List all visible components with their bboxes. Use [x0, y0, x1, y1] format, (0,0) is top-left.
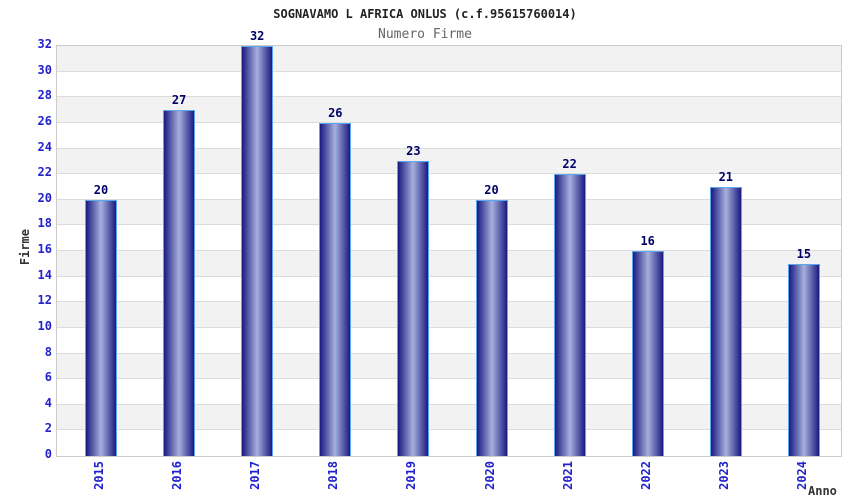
y-tick-label: 18 — [37, 216, 52, 231]
x-axis-title: Anno — [808, 484, 837, 498]
y-tick-label: 8 — [44, 344, 52, 359]
y-tick-label: 6 — [44, 370, 52, 385]
bar-2017 — [241, 46, 274, 456]
bar-2020 — [475, 200, 508, 456]
plot-band — [57, 46, 841, 72]
y-tick-label: 0 — [44, 447, 52, 461]
y-tick-label: 12 — [37, 293, 52, 308]
bar-value-label: 15 — [796, 247, 812, 261]
x-tick-label: 2018 — [326, 461, 341, 490]
bar-value-label: 20 — [93, 183, 109, 197]
x-tick-label: 2023 — [716, 461, 731, 490]
bar-value-label: 27 — [171, 93, 187, 107]
bar-value-label: 21 — [718, 170, 734, 184]
bar-2024 — [787, 264, 820, 456]
y-tick-label: 26 — [37, 113, 52, 128]
x-tick-label: 2016 — [170, 461, 185, 490]
bar-2022 — [631, 251, 664, 456]
x-tick-label: 2024 — [794, 461, 809, 490]
x-tick-label: 2020 — [482, 461, 497, 490]
y-tick-label: 4 — [44, 395, 52, 410]
y-tick-label: 32 — [37, 37, 52, 51]
chart-subtitle: Numero Firme — [378, 27, 472, 42]
y-tick-label: 24 — [37, 139, 52, 154]
y-tick-label: 14 — [37, 267, 52, 282]
y-tick-label: 2 — [44, 421, 52, 436]
y-tick-label: 22 — [37, 165, 52, 180]
y-tick-label: 30 — [37, 62, 52, 77]
bar-value-label: 16 — [640, 234, 655, 248]
bar-2016 — [163, 110, 196, 456]
bar-2023 — [709, 187, 742, 456]
y-tick-label: 20 — [37, 190, 52, 205]
y-tick-label: 28 — [37, 88, 52, 103]
bar-2018 — [319, 123, 352, 456]
bar-value-label: 20 — [484, 183, 499, 197]
bar-value-label: 32 — [249, 29, 265, 43]
plot-area: 20 27 32 26 23 20 22 16 21 15 — [56, 29, 842, 457]
chart-title: SOGNAVAMO L AFRICA ONLUS (c.f.9561576001… — [273, 7, 577, 21]
bar-2021 — [553, 174, 586, 456]
x-tick-label: 2017 — [248, 461, 263, 490]
bar-value-label: 23 — [406, 144, 421, 158]
bar-2015 — [85, 200, 117, 456]
x-tick-label: 2021 — [560, 461, 575, 490]
y-tick-label: 10 — [37, 318, 52, 333]
x-tick-label: 2015 — [92, 461, 106, 490]
x-tick-label: 2022 — [638, 461, 653, 490]
bar-value-label: 26 — [328, 106, 343, 120]
plot-band — [57, 71, 841, 98]
y-tick-label: 16 — [37, 242, 52, 256]
bar-value-label: 22 — [562, 157, 577, 171]
bar-2019 — [397, 161, 430, 456]
x-tick-label: 2019 — [404, 461, 419, 490]
